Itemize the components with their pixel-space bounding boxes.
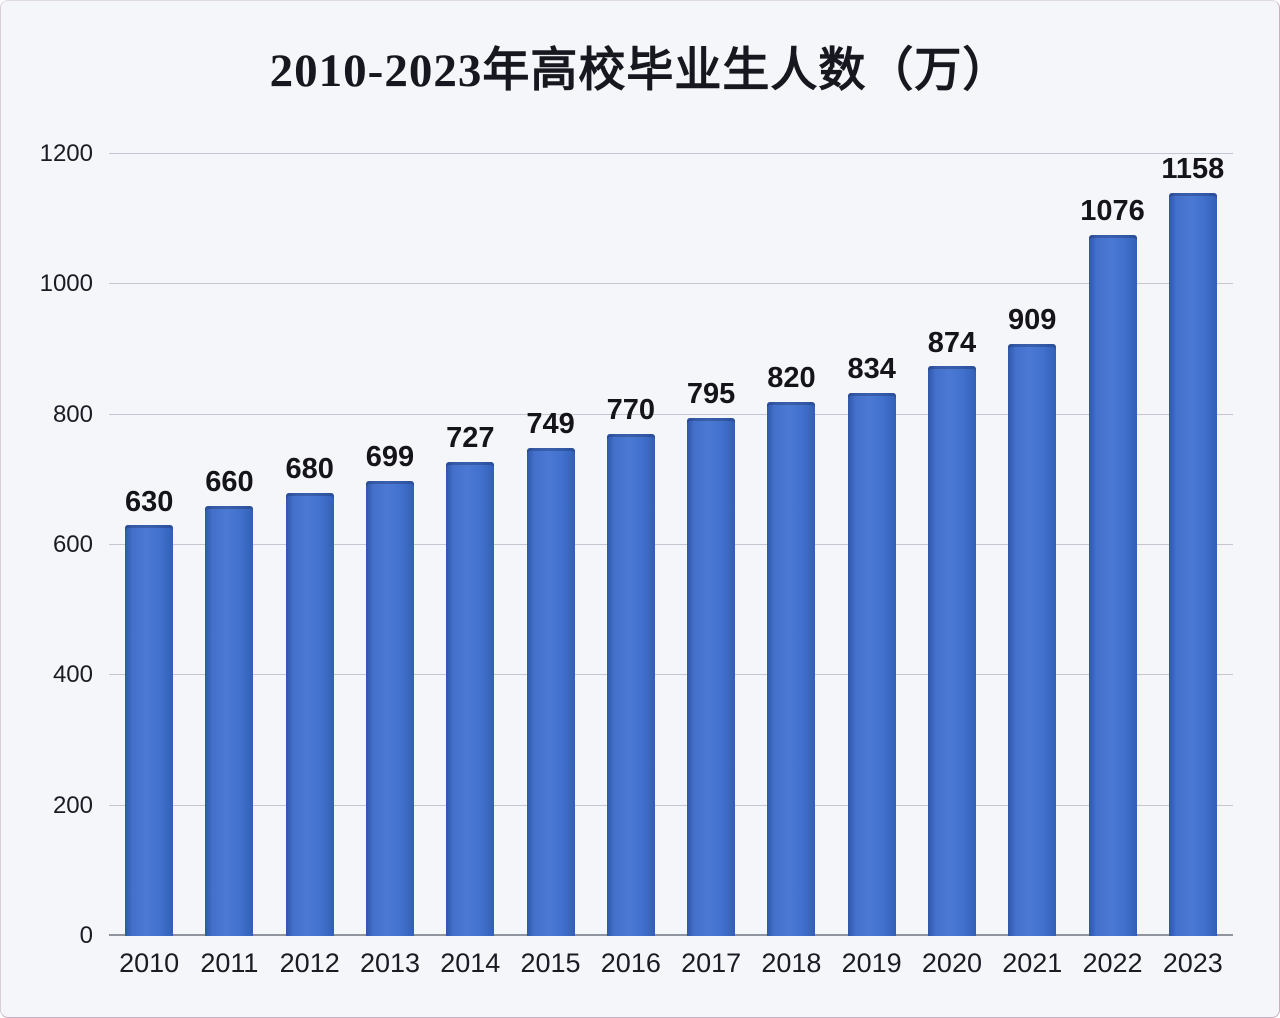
bar-column: 630 — [109, 154, 189, 936]
x-axis-tick-label: 2017 — [681, 948, 742, 978]
bar-column: 909 — [992, 154, 1072, 936]
gridline — [109, 413, 1233, 415]
gridline — [109, 674, 1233, 676]
bar-column: 1158 — [1153, 153, 1233, 936]
x-axis-tick-label: 2012 — [279, 948, 340, 978]
plot-area: 630 660 680 699 727 749 770 795 820 834 874 909 1076… — [109, 153, 1233, 936]
bar-column: 749 — [510, 154, 590, 936]
bar — [1008, 343, 1057, 936]
bar — [446, 462, 495, 936]
bar-value-label: 834 — [847, 352, 896, 385]
bar-column: 699 — [350, 154, 430, 936]
bar-column: 834 — [832, 154, 912, 936]
y-axis-tick-label: 1200 — [39, 140, 93, 167]
bar-value-label: 909 — [1008, 303, 1057, 336]
bar — [687, 417, 736, 936]
x-axis-tick-label: 2014 — [440, 948, 501, 978]
x-axis-tick-label: 2022 — [1082, 948, 1143, 978]
gridline — [109, 153, 1233, 154]
x-axis-tick-label: 2016 — [600, 948, 661, 978]
bar — [847, 392, 896, 936]
bar-column: 795 — [671, 154, 751, 936]
x-axis-tick-label: 2021 — [1002, 948, 1063, 978]
y-axis-tick-label: 200 — [52, 791, 93, 819]
bar — [767, 401, 816, 936]
bar-value-label: 820 — [767, 361, 816, 394]
bar — [606, 434, 655, 936]
x-axis-tick-label: 2015 — [520, 948, 581, 978]
gridlines — [109, 153, 1233, 936]
x-axis-labels: 2010 2011 2012 2013 2014 2015 2016 2017 2018 2019… — [109, 948, 1233, 979]
bar-value-label: 630 — [124, 485, 174, 518]
bar-value-label: 1076 — [1080, 194, 1145, 227]
bar-column: 1076 — [1072, 154, 1152, 936]
bar-value-label: 699 — [365, 440, 415, 473]
y-axis-tick-label: 800 — [52, 400, 93, 428]
gridline — [109, 544, 1233, 545]
x-axis-tick-label: 2023 — [1162, 948, 1223, 978]
bar-column: 770 — [591, 154, 671, 936]
bar-value-label: 680 — [285, 452, 334, 485]
bars-row: 630 660 680 699 727 749 770 795 820 834 874 909 1076… — [109, 153, 1233, 936]
bar — [365, 480, 414, 936]
bar-value-label: 749 — [526, 408, 575, 441]
x-axis-tick-label: 2010 — [119, 948, 180, 978]
y-axis-tick-label: 0 — [79, 922, 93, 949]
y-axis-labels: 0 200 400 600 800 1000 1200 — [1, 140, 93, 949]
y-axis-tick-label: 1000 — [39, 270, 93, 298]
x-axis-tick-label: 2018 — [761, 948, 822, 978]
y-axis-tick-label: 600 — [52, 531, 93, 558]
bar-column: 820 — [751, 154, 831, 936]
y-axis-tick-label: 400 — [52, 661, 93, 689]
bar-column: 874 — [912, 154, 992, 936]
bar — [285, 492, 334, 936]
bar-value-label: 795 — [686, 378, 736, 411]
bar — [1088, 234, 1137, 936]
bar — [125, 525, 174, 936]
x-axis-tick-label: 2020 — [921, 948, 982, 978]
bar-value-label: 874 — [927, 326, 977, 359]
bar — [1168, 192, 1217, 936]
bar-value-label: 660 — [205, 466, 254, 499]
bar-column: 660 — [189, 154, 269, 936]
chart-title: 2010-2023年高校毕业生人数（万） — [269, 45, 1011, 97]
x-axis-baseline — [109, 934, 1233, 936]
bar — [526, 447, 575, 936]
gridline — [109, 283, 1233, 285]
bar-value-label: 1158 — [1161, 153, 1225, 185]
bar — [205, 505, 254, 936]
bar — [927, 366, 976, 936]
bar-column: 727 — [430, 154, 510, 936]
bar-value-label: 770 — [606, 394, 656, 427]
x-axis-tick-label: 2011 — [200, 948, 259, 978]
x-axis-tick-label: 2019 — [841, 948, 902, 978]
bar-value-label: 727 — [446, 422, 495, 455]
x-axis-tick-label: 2013 — [359, 948, 421, 978]
gridline — [109, 804, 1233, 806]
bar-column: 680 — [270, 154, 350, 936]
